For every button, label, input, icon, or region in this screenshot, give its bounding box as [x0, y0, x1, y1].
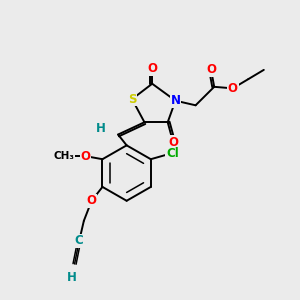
Text: N: N [170, 94, 181, 107]
Text: C: C [75, 234, 84, 247]
Text: O: O [228, 82, 238, 95]
Text: H: H [67, 271, 76, 284]
Text: H: H [96, 122, 106, 135]
Text: CH₃: CH₃ [53, 151, 74, 161]
Text: O: O [80, 150, 90, 163]
Text: S: S [128, 93, 136, 106]
Text: Cl: Cl [166, 146, 179, 160]
Text: O: O [206, 63, 216, 76]
Text: O: O [168, 136, 178, 149]
Text: O: O [147, 62, 157, 75]
Text: O: O [87, 194, 97, 207]
